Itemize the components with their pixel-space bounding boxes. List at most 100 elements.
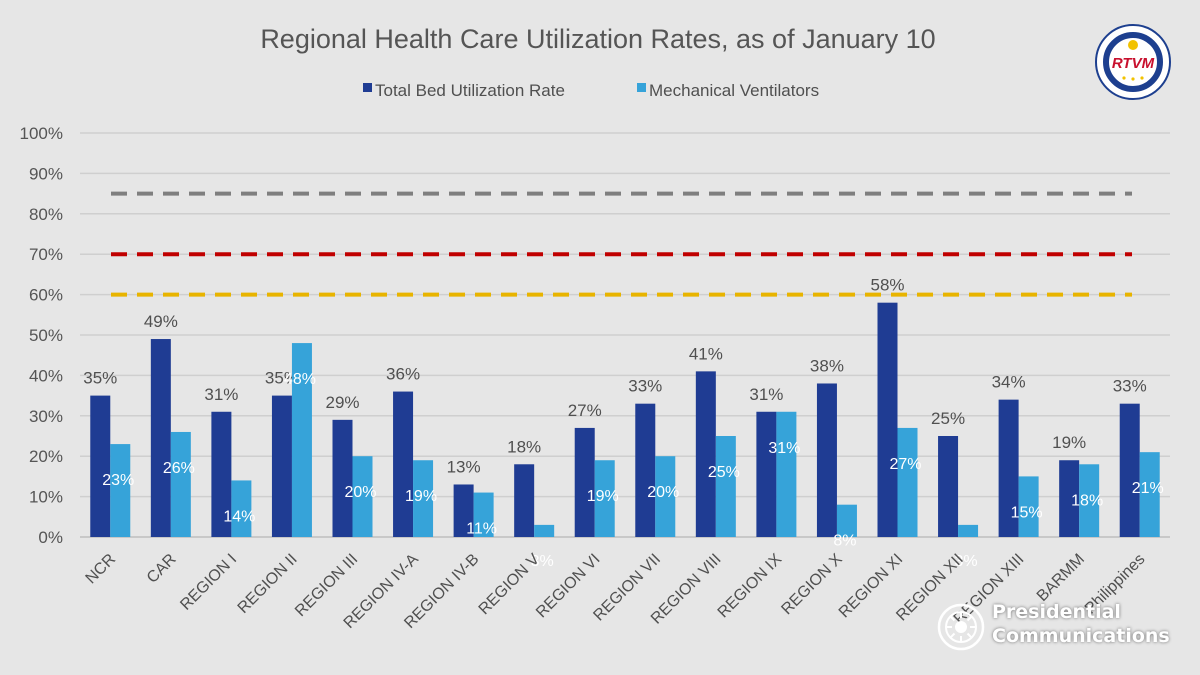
label-bed-9: 33%: [628, 377, 662, 396]
label-vent-14: 3%: [954, 553, 977, 570]
y-tick-label: 90%: [29, 164, 63, 183]
bar-vent-12: [836, 504, 857, 537]
bar-bed-15: [998, 399, 1019, 537]
y-tick-label: 40%: [29, 366, 63, 385]
label-bed-15: 34%: [992, 373, 1026, 392]
label-vent-5: 19%: [405, 488, 437, 505]
seal-icon: [937, 603, 985, 651]
bar-bed-16: [1059, 460, 1080, 537]
y-tick-label: 30%: [29, 407, 63, 426]
label-bed-0: 35%: [83, 369, 117, 388]
threshold-lines: [111, 191, 1132, 297]
bar-vent-4: [352, 456, 373, 537]
label-bed-2: 31%: [204, 385, 238, 404]
legend-label-0: Total Bed Utilization Rate: [375, 81, 565, 100]
label-bed-8: 27%: [568, 401, 602, 420]
logo-text: RTVM: [1112, 55, 1155, 72]
x-tick-label: NCR: [83, 551, 120, 588]
bar-vent-13: [897, 427, 918, 537]
bars: 35%23%49%26%31%14%35%48%29%20%36%19%13%1…: [83, 276, 1163, 570]
label-bed-3: 35%: [265, 369, 299, 388]
x-tick-label: REGION IX: [715, 551, 786, 622]
label-bed-12: 38%: [810, 356, 844, 375]
bar-vent-15: [1018, 476, 1039, 537]
bar-bed-13: [877, 302, 898, 537]
x-tick-label: REGION II: [235, 551, 301, 617]
bar-bed-3: [271, 395, 292, 537]
y-tick-label: 70%: [29, 245, 63, 264]
bar-bed-1: [150, 339, 171, 537]
label-bed-16: 19%: [1052, 433, 1086, 452]
y-tick-label: 100%: [20, 124, 63, 143]
bar-vent-6: [473, 492, 494, 537]
bar-vent-14: [958, 524, 979, 537]
presidential-communications-watermark: Presidential Communications: [936, 600, 1176, 656]
label-vent-15: 15%: [1011, 504, 1043, 521]
bar-vent-10: [715, 436, 736, 537]
bar-bed-10: [695, 371, 716, 537]
bar-bed-5: [393, 391, 414, 537]
label-vent-12: 8%: [833, 533, 856, 550]
y-tick-label: 0%: [38, 528, 63, 547]
bar-bed-9: [635, 403, 656, 537]
label-vent-4: 20%: [344, 484, 376, 501]
bar-bed-14: [938, 436, 959, 537]
bar-bed-11: [756, 411, 777, 537]
label-bed-1: 49%: [144, 312, 178, 331]
y-tick-label: 50%: [29, 326, 63, 345]
legend-label-1: Mechanical Ventilators: [649, 81, 819, 100]
bar-bed-8: [574, 427, 595, 537]
label-bed-11: 31%: [749, 385, 783, 404]
bar-vent-2: [231, 480, 252, 537]
bar-vent-3: [291, 343, 312, 537]
label-vent-9: 20%: [647, 484, 679, 501]
y-tick-label: 10%: [29, 488, 63, 507]
label-bed-14: 25%: [931, 409, 965, 428]
label-vent-3: 48%: [284, 371, 316, 388]
rtvm-logo-icon: RTVM: [1095, 24, 1171, 100]
bar-bed-12: [816, 383, 837, 537]
label-bed-17: 33%: [1113, 377, 1147, 396]
x-tick-label: BARMM: [1034, 551, 1088, 605]
legend-swatch-0: [363, 83, 372, 92]
bar-vent-5: [413, 460, 434, 537]
x-tick-label: REGION I: [177, 551, 240, 614]
x-tick-label: CAR: [144, 551, 180, 587]
chart-legend: Total Bed Utilization Rate Mechanical Ven…: [363, 81, 819, 100]
watermark-line-1: Presidential: [992, 601, 1121, 623]
label-vent-0: 23%: [102, 472, 134, 489]
bar-vent-16: [1079, 464, 1100, 537]
label-vent-17: 21%: [1132, 480, 1164, 497]
y-tick-label: 20%: [29, 447, 63, 466]
label-vent-13: 27%: [889, 456, 921, 473]
label-vent-11: 31%: [768, 440, 800, 457]
bar-bed-17: [1119, 403, 1140, 537]
label-bed-4: 29%: [325, 393, 359, 412]
bar-vent-1: [170, 431, 191, 537]
rtvm-logo: RTVM: [1094, 23, 1172, 101]
gridlines: [80, 132, 1170, 538]
label-bed-10: 41%: [689, 344, 723, 363]
label-vent-16: 18%: [1071, 492, 1103, 509]
label-bed-5: 36%: [386, 365, 420, 384]
bar-bed-0: [90, 395, 111, 537]
bar-bed-7: [514, 464, 535, 537]
label-vent-7: 3%: [531, 553, 554, 570]
bar-vent-11: [776, 411, 797, 537]
y-tick-label: 60%: [29, 286, 63, 305]
y-tick-label: 80%: [29, 205, 63, 224]
label-vent-10: 25%: [708, 464, 740, 481]
label-bed-7: 18%: [507, 437, 541, 456]
bar-vent-17: [1139, 452, 1160, 537]
label-vent-6: 11%: [466, 521, 497, 538]
bar-vent-8: [594, 460, 615, 537]
bar-bed-6: [453, 484, 474, 537]
label-bed-13: 58%: [870, 276, 904, 295]
label-bed-6: 13%: [447, 457, 481, 476]
bar-bed-4: [332, 419, 353, 537]
bar-bed-2: [211, 411, 232, 537]
bar-vent-9: [655, 456, 676, 537]
legend-swatch-1: [637, 83, 646, 92]
watermark-line-2: Communications: [992, 625, 1170, 647]
